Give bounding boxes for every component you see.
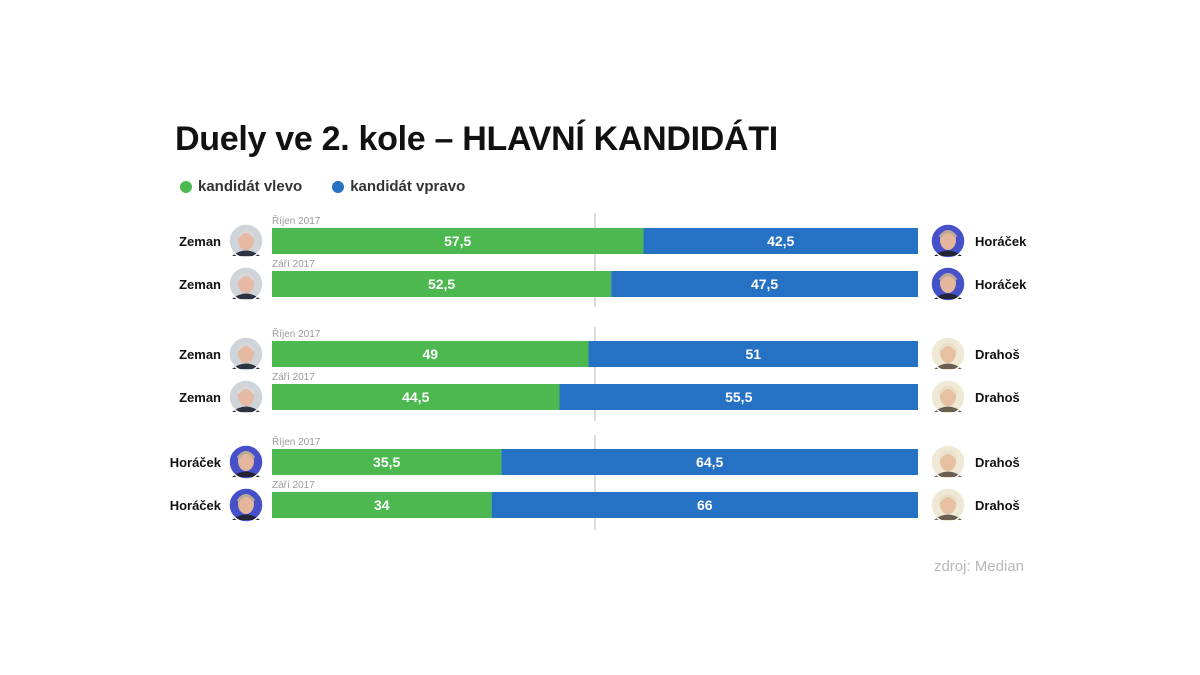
bar-left-g0-r0 xyxy=(272,228,644,254)
legend: kandidát vlevo kandidát vpravo xyxy=(180,178,465,195)
name-left-g2-r1: Horáček xyxy=(170,498,222,513)
bar-right-g1-r1 xyxy=(559,384,918,410)
avatar-right-g0-r1 xyxy=(930,266,966,302)
value-right-g2-r1: 66 xyxy=(697,497,713,513)
value-right-g0-r1: 47,5 xyxy=(751,276,778,292)
bar-right-g0-r0 xyxy=(643,228,918,254)
legend-item-left: kandidát vlevo xyxy=(180,178,302,195)
value-left-g0-r1: 52,5 xyxy=(428,276,455,292)
legend-dot-right xyxy=(332,180,345,193)
legend-dot-left xyxy=(180,180,192,193)
value-left-g1-r0: 49 xyxy=(422,346,438,362)
bar-left-g1-r1 xyxy=(272,384,560,410)
name-left-g0-r0: Zeman xyxy=(179,234,221,249)
period-label-g0-r0: Říjen 2017 xyxy=(272,214,321,227)
name-left-g1-r0: Zeman xyxy=(179,347,221,362)
legend-label-right: kandidát vpravo xyxy=(350,178,466,195)
name-left-g1-r1: Zeman xyxy=(179,390,221,405)
avatar-right-g1-r1 xyxy=(930,379,966,415)
bar-right-g1-r0 xyxy=(588,341,918,367)
avatar-left-g2-r1 xyxy=(228,487,264,523)
value-left-g2-r0: 35,5 xyxy=(373,454,400,470)
bar-left-g2-r1 xyxy=(272,492,492,518)
value-right-g1-r1: 55,5 xyxy=(725,389,752,405)
avatar-right-g2-r1 xyxy=(930,487,966,523)
bar-right-g2-r0 xyxy=(501,449,918,475)
name-right-g0-r0: Horáček xyxy=(975,234,1027,249)
name-right-g0-r1: Horáček xyxy=(975,277,1027,292)
avatar-left-g1-r1 xyxy=(228,379,264,415)
value-left-g2-r1: 34 xyxy=(374,497,390,513)
avatar-right-g2-r0 xyxy=(930,444,966,480)
name-right-g2-r1: Drahoš xyxy=(975,498,1020,513)
value-right-g1-r0: 51 xyxy=(745,346,761,362)
period-label-g1-r0: Říjen 2017 xyxy=(272,327,321,340)
value-left-g1-r1: 44,5 xyxy=(402,389,429,405)
period-label-g1-r1: Září 2017 xyxy=(272,372,315,383)
name-left-g2-r0: Horáček xyxy=(170,455,222,470)
name-left-g0-r1: Zeman xyxy=(179,277,221,292)
name-right-g2-r0: Drahoš xyxy=(975,455,1020,470)
period-label-g2-r1: Září 2017 xyxy=(272,480,315,491)
bar-right-g0-r1 xyxy=(611,271,918,297)
period-label-g0-r1: Září 2017 xyxy=(272,259,315,270)
value-left-g0-r0: 57,5 xyxy=(444,233,471,249)
value-right-g2-r0: 64,5 xyxy=(696,454,723,470)
avatar-right-g0-r0 xyxy=(930,223,966,259)
avatar-left-g0-r0 xyxy=(228,223,264,259)
chart-title: Duely ve 2. kole – HLAVNÍ KANDIDÁTI xyxy=(175,120,778,158)
legend-label-left: kandidát vlevo xyxy=(198,178,303,195)
avatar-left-g0-r1 xyxy=(228,266,264,302)
name-right-g1-r1: Drahoš xyxy=(975,390,1020,405)
avatar-left-g2-r0 xyxy=(228,444,264,480)
bar-left-g1-r0 xyxy=(272,341,589,367)
period-label-g2-r0: Říjen 2017 xyxy=(272,435,321,448)
name-right-g1-r0: Drahoš xyxy=(975,347,1020,362)
bar-right-g2-r1 xyxy=(491,492,918,518)
avatar-right-g1-r0 xyxy=(930,336,966,372)
avatar-left-g1-r0 xyxy=(228,336,264,372)
source-note: zdroj: Median xyxy=(933,558,1024,575)
bar-left-g2-r0 xyxy=(272,449,502,475)
bar-left-g0-r1 xyxy=(272,271,612,297)
legend-item-right: kandidát vpravo xyxy=(332,178,465,195)
value-right-g0-r0: 42,5 xyxy=(767,233,794,249)
